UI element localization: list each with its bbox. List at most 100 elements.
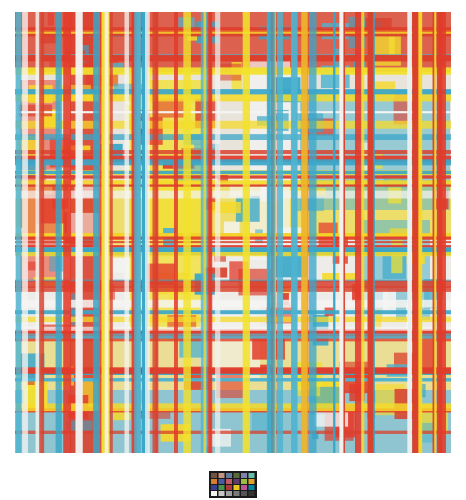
vertical-stripe [155,12,159,453]
checker-swatch [218,473,225,478]
horizontal-stripe [15,27,451,32]
vertical-stripe [267,12,275,453]
vertical-stripe [101,12,105,453]
checker-swatch [211,485,217,490]
horizontal-stripe [15,120,451,129]
checker-swatch [211,491,217,496]
checker-swatch [233,485,240,490]
vertical-stripe [141,12,148,453]
vertical-stripe [407,12,412,453]
horizontal-stripe [15,94,451,102]
color-patch [113,411,131,421]
vertical-stripe [242,12,250,453]
horizontal-stripe [15,134,451,141]
horizontal-stripe [15,333,451,336]
horizontal-stripe [15,378,451,382]
vertical-stripe [145,12,150,453]
vertical-stripe [152,12,158,453]
color-patch [169,292,179,305]
checker-swatch [241,473,247,478]
color-patch [389,228,419,238]
horizontal-stripe [15,190,451,199]
vertical-stripe [439,12,446,453]
vertical-stripe [63,12,72,453]
checker-swatch [241,485,247,490]
checker-swatch [218,485,225,490]
horizontal-stripe [15,184,451,187]
vertical-stripe [416,12,423,453]
horizontal-stripe [15,55,451,61]
color-patch [70,293,80,326]
checker-swatch [218,479,225,484]
color-patch [113,83,146,92]
vertical-stripe [434,12,437,453]
checker-swatch [248,479,255,484]
checker-swatch [226,485,232,490]
vertical-stripe [277,12,284,453]
vertical-stripe [131,12,137,453]
vertical-stripe [109,12,113,453]
horizontal-stripe [15,326,451,331]
horizontal-stripe [15,329,451,337]
vertical-stripe [15,12,22,453]
checker-swatch [226,473,232,478]
vertical-stripe [301,12,308,453]
color-patch [49,58,57,69]
color-patch [293,197,324,212]
horizontal-stripe [15,310,451,315]
vertical-stripe [412,12,419,453]
painting [15,12,451,453]
horizontal-stripe [15,335,451,339]
checker-swatch [248,491,255,496]
checker-swatch [233,473,240,478]
horizontal-stripe [15,150,451,155]
horizontal-stripe [15,280,451,288]
vertical-stripe [215,12,221,453]
horizontal-stripe [15,241,451,244]
color-patch [391,240,403,274]
vertical-stripe [209,12,213,453]
color-checker [209,471,257,498]
vertical-stripe [75,12,83,453]
horizontal-stripe [15,175,451,179]
checker-swatch [241,479,247,484]
horizontal-stripe [15,67,451,75]
color-patch [217,174,228,183]
horizontal-stripe [15,403,451,412]
horizontal-stripe [15,316,451,323]
horizontal-stripe [15,286,451,292]
horizontal-stripe [15,299,451,308]
vertical-stripe [174,12,178,453]
color-patch [66,212,101,235]
horizontal-stripe [15,180,451,185]
vertical-stripe [333,12,336,453]
vertical-stripe [39,12,45,453]
vertical-stripe [93,12,100,453]
horizontal-stripe [15,155,451,163]
vertical-stripe [309,12,317,453]
checker-swatch [226,491,232,496]
checker-swatch [211,479,217,484]
horizontal-stripe [15,430,451,434]
vertical-stripe [291,12,298,453]
color-patch [18,104,53,117]
horizontal-stripe [15,89,451,95]
horizontal-stripe [15,170,451,175]
horizontal-stripe [15,233,451,240]
vertical-stripe [367,12,374,453]
horizontal-stripe [15,367,451,374]
vertical-stripe [354,12,362,453]
checker-swatch [248,485,255,490]
checker-swatch [241,491,247,496]
vertical-stripe [22,12,28,453]
color-patch [27,261,37,271]
color-patch [47,12,54,26]
horizontal-stripe [15,30,451,34]
horizontal-stripe [15,159,451,166]
vertical-stripe [124,12,129,453]
color-patch [322,273,356,280]
checker-swatch [248,473,255,478]
vertical-stripe [203,12,207,453]
